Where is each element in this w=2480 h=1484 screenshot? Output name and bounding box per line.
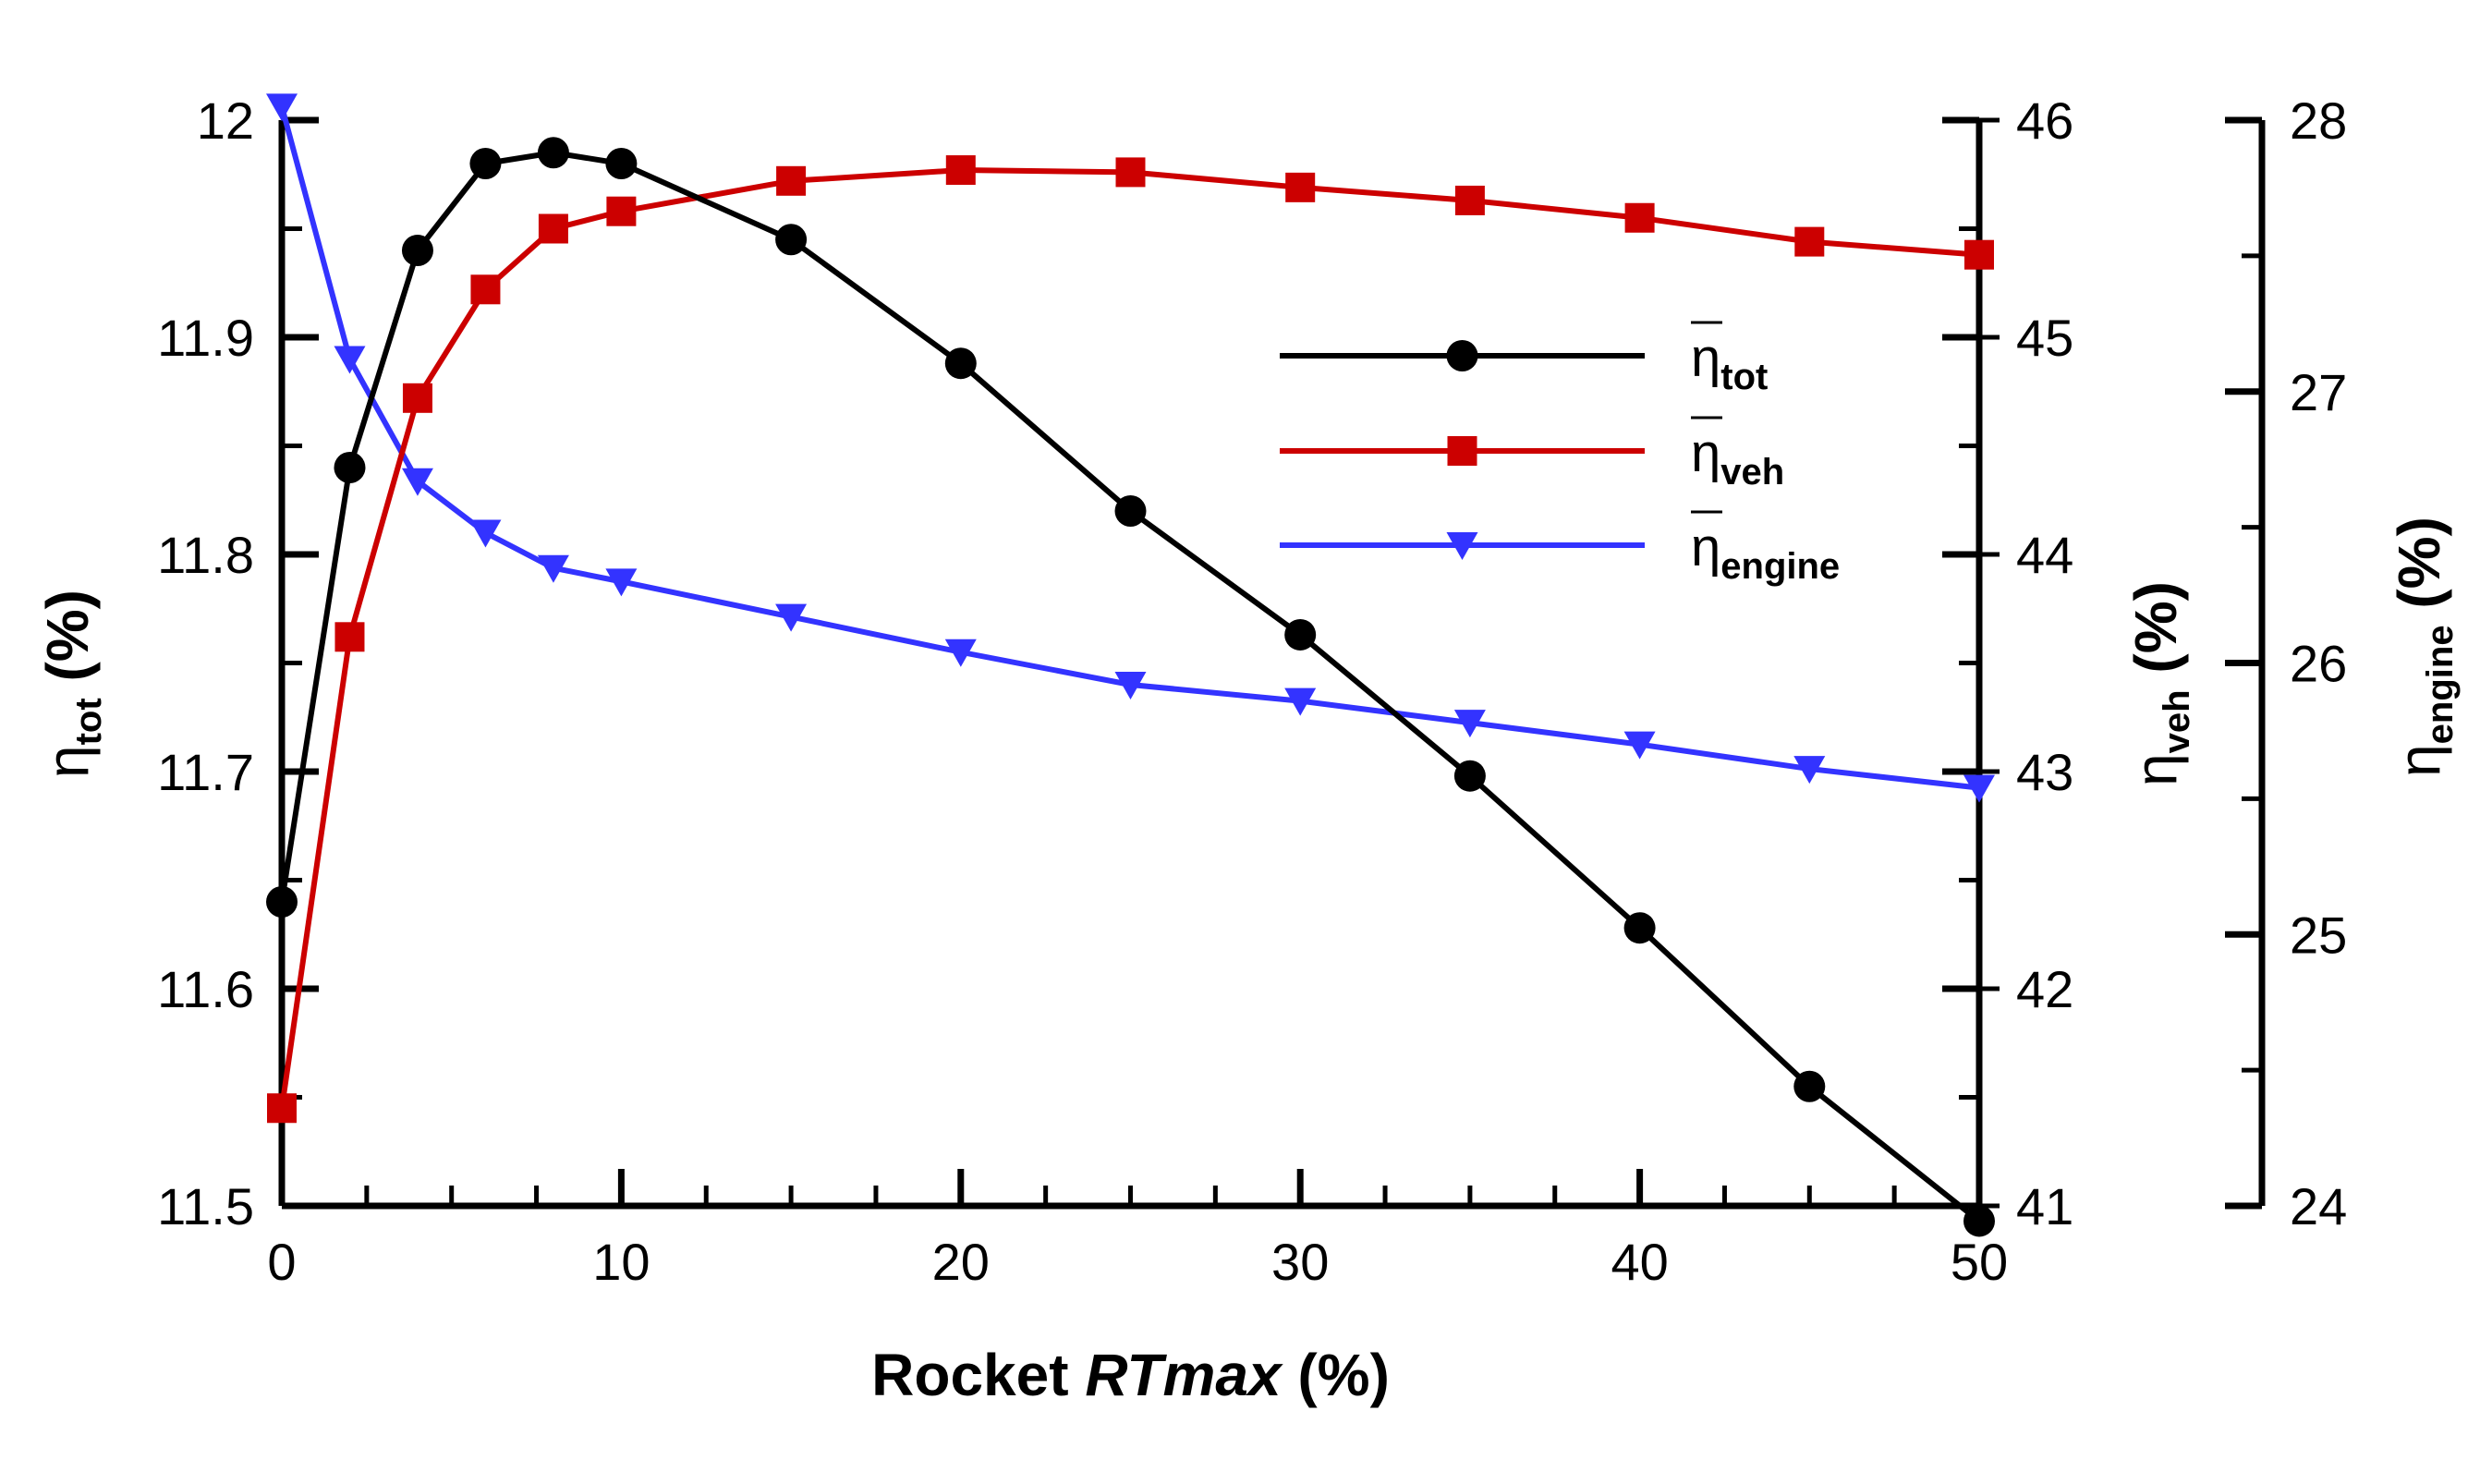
x-tick-label: 20 [932, 1233, 990, 1291]
right-tick-label: 43 [2016, 743, 2073, 801]
point-veh [1454, 185, 1485, 215]
right-tick-label: 42 [2016, 960, 2073, 1018]
left-tick-label: 11.5 [157, 1177, 254, 1235]
point-veh [606, 196, 637, 226]
point-veh [1964, 239, 1994, 270]
series-tot [266, 137, 1995, 1237]
right2-tick-label: 27 [2290, 363, 2347, 421]
point-veh [1115, 157, 1146, 188]
point-engine [1623, 731, 1656, 760]
point-tot [1284, 618, 1317, 651]
right2-tick-label: 26 [2290, 635, 2347, 693]
axes-layer: 0 10 20 30 40 50 11.5 11.6 11.7 11.8 11.9 12 41 42 43 4… [157, 91, 2347, 1291]
point-veh [1794, 226, 1825, 257]
point-veh [334, 622, 365, 652]
x-tick-label: 0 [267, 1233, 296, 1291]
left-tick-label: 12 [197, 91, 254, 150]
point-engine [944, 639, 977, 667]
right2-tick-label: 24 [2290, 1177, 2347, 1235]
point-tot [266, 886, 298, 918]
x-tick-label: 30 [1271, 1233, 1329, 1291]
point-tot [944, 347, 977, 380]
legend-marker-engine [1446, 532, 1478, 560]
point-veh [267, 1093, 297, 1124]
point-tot [1963, 1205, 1995, 1237]
legend-item-tot: ηtot [1280, 321, 1768, 397]
left-tick-label: 11.7 [157, 743, 254, 801]
left-y-axis-title-text: ηtot (%) [34, 590, 109, 778]
x-tick-label: 10 [592, 1233, 650, 1291]
legend-item-veh: ηveh [1280, 416, 1784, 493]
right2-tick-label: 28 [2290, 91, 2347, 150]
point-veh [402, 383, 432, 413]
point-engine [605, 568, 638, 597]
point-engine [537, 554, 569, 583]
series-layer [266, 93, 1995, 1237]
point-tot [1623, 912, 1656, 944]
point-engine [1963, 774, 1995, 803]
point-veh [1285, 172, 1316, 202]
point-tot [605, 148, 638, 179]
left-tick-label: 11.8 [157, 526, 254, 584]
point-tot [537, 137, 569, 169]
point-tot [1453, 760, 1486, 792]
left-y-axis-title: ηtot (%) [34, 590, 109, 778]
right2-y-axis-title: ηengine (%) [2386, 517, 2461, 777]
point-tot [1793, 1070, 1826, 1102]
point-engine [1114, 672, 1147, 699]
point-veh [776, 165, 807, 196]
point-tot [1114, 495, 1147, 527]
point-veh [538, 213, 568, 244]
legend-layer: ηtot ηveh ηengine [1280, 321, 1840, 587]
point-tot [775, 224, 808, 256]
right-tick-label: 41 [2016, 1177, 2073, 1235]
point-veh [1624, 202, 1655, 233]
legend-marker-tot [1446, 340, 1478, 371]
series-engine [266, 93, 1995, 803]
point-engine [469, 519, 502, 548]
point-veh [470, 274, 501, 305]
point-tot [401, 235, 433, 266]
legend-label-tot: ηtot [1691, 328, 1768, 397]
legend-item-engine: ηengine [1280, 510, 1840, 587]
series-line-tot [279, 150, 1981, 1223]
left-tick-label: 11.9 [157, 309, 254, 367]
legend-marker-veh [1447, 436, 1477, 466]
series-line-veh [279, 167, 1980, 1109]
point-engine [266, 93, 298, 122]
legend-label-veh: ηveh [1691, 423, 1784, 493]
series-line-engine [279, 105, 1980, 791]
point-engine [401, 468, 433, 496]
titles-layer: Rocket RTmax (%) ηtot (%) ηveh (%) ηengine … [34, 517, 2461, 1408]
point-engine [1453, 710, 1486, 738]
point-engine [775, 603, 808, 632]
right2-y-axis-title-text: ηengine (%) [2386, 517, 2461, 777]
point-engine [1284, 687, 1317, 716]
point-veh [945, 155, 976, 186]
x-axis-title: Rocket RTmax (%) [871, 1342, 1390, 1408]
point-tot [334, 452, 366, 483]
right-y-axis-title: ηveh (%) [2122, 581, 2197, 786]
point-tot [469, 148, 502, 179]
x-tick-label: 50 [1951, 1233, 2008, 1291]
series-veh [267, 155, 1994, 1124]
right-tick-label: 44 [2016, 526, 2073, 584]
right-tick-label: 45 [2016, 309, 2073, 367]
legend-label-engine: ηengine [1691, 517, 1840, 587]
right-y-axis-title-text: ηveh (%) [2122, 581, 2197, 786]
right-tick-label: 46 [2016, 91, 2073, 150]
right2-tick-label: 25 [2290, 906, 2347, 964]
x-tick-label: 40 [1611, 1233, 1668, 1291]
point-engine [1793, 756, 1826, 785]
left-tick-label: 11.6 [157, 960, 254, 1018]
point-engine [334, 346, 366, 374]
